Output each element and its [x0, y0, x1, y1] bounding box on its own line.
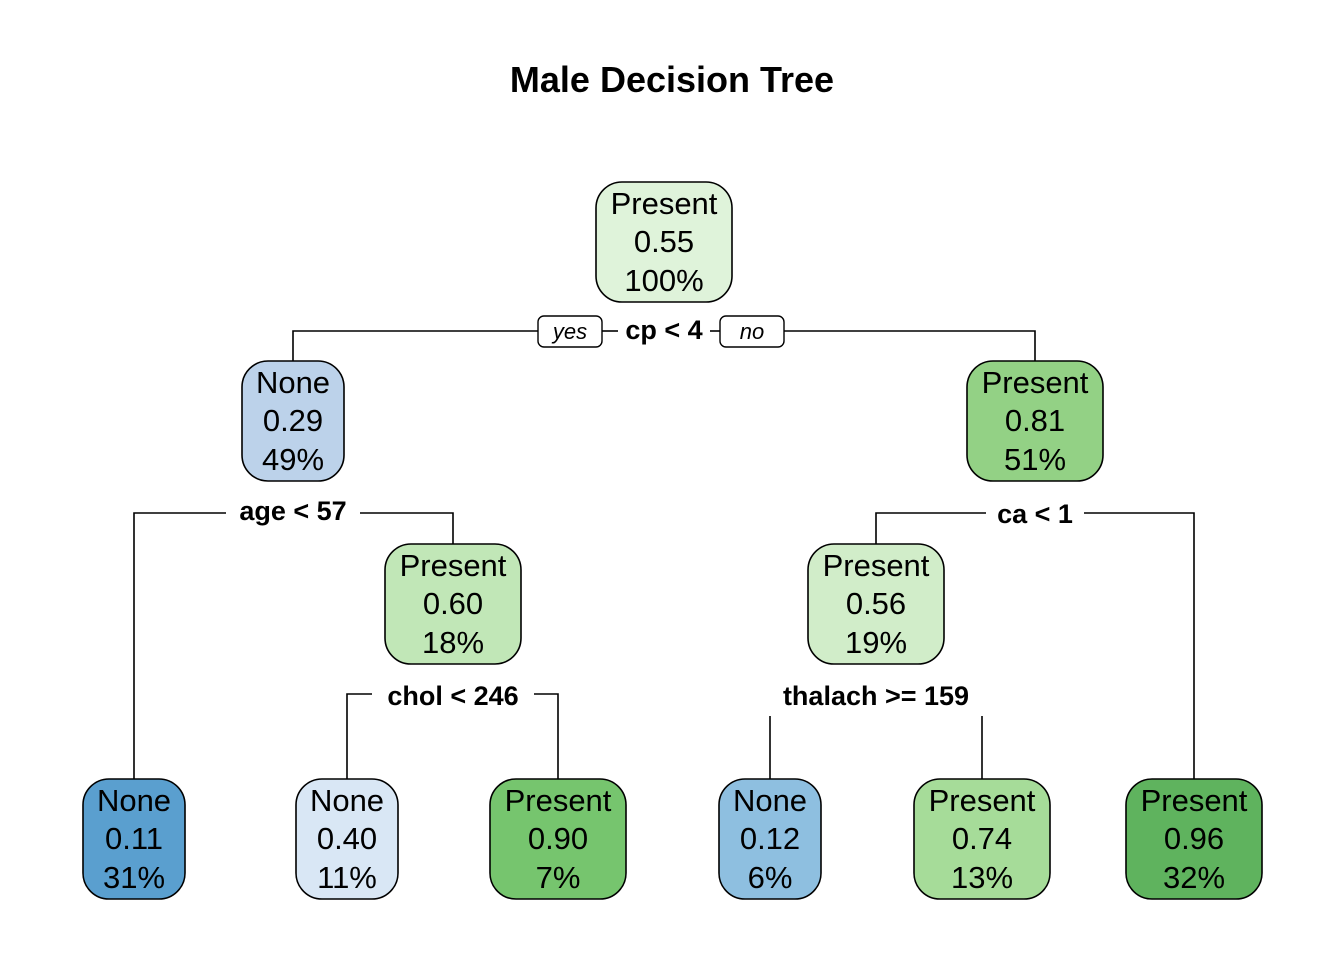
node-box: [718, 778, 822, 900]
node-percentage: 11%: [317, 860, 377, 895]
edge-n3-right: [1084, 512, 1195, 779]
edge-root-no: [778, 330, 1036, 361]
node-percentage: 51%: [1004, 442, 1066, 477]
node-probability: 0.11: [105, 821, 163, 856]
node-percentage: 18%: [422, 625, 484, 660]
node-box: [295, 778, 399, 900]
edge-n5-right: [534, 693, 559, 779]
node-box: [384, 543, 522, 665]
split-label-n3: ca < 1: [997, 499, 1073, 529]
node-probability: 0.40: [317, 821, 377, 856]
node-probability: 0.74: [952, 821, 1012, 856]
edge-n5-left: [346, 693, 372, 779]
node-box: [489, 778, 627, 900]
node-probability: 0.29: [263, 403, 323, 438]
diagram-title: Male Decision Tree: [510, 59, 834, 100]
node-box: [82, 778, 186, 900]
edge-n2-left: [133, 512, 226, 779]
node-class-label: Present: [505, 783, 612, 818]
node-class-label: Present: [400, 548, 507, 583]
node-percentage: 100%: [624, 263, 703, 298]
edge-n3-left: [875, 512, 986, 544]
edge-n2-right: [360, 512, 454, 544]
node-box: [966, 360, 1104, 482]
node-percentage: 19%: [845, 625, 907, 660]
tree-edges: [133, 330, 1195, 779]
tree-nodes: Present0.55100%None0.2949%Present0.8151%…: [82, 181, 1263, 900]
node-probability: 0.81: [1005, 403, 1065, 438]
node-class-label: None: [310, 783, 384, 818]
node-percentage: 6%: [748, 860, 793, 895]
node-class-label: Present: [611, 186, 718, 221]
split-label-n5: chol < 246: [387, 681, 518, 711]
node-percentage: 32%: [1163, 860, 1225, 895]
node-class-label: Present: [823, 548, 930, 583]
split-label-n6: thalach >= 159: [783, 681, 969, 711]
node-percentage: 31%: [103, 860, 165, 895]
node-percentage: 13%: [951, 860, 1013, 895]
node-class-label: None: [256, 365, 330, 400]
node-probability: 0.55: [634, 224, 694, 259]
tree-split-labels: yes no cp < 4 age < 57 ca < 1 chol < 246 thala…: [239, 315, 1073, 711]
svg-text:yes: yes: [551, 319, 587, 344]
node-probability: 0.96: [1164, 821, 1224, 856]
node-box: [241, 360, 345, 482]
split-label-root: cp < 4: [625, 315, 702, 345]
node-box: [913, 778, 1051, 900]
node-class-label: Present: [1141, 783, 1248, 818]
edge-root-yes: [292, 330, 538, 361]
node-probability: 0.12: [740, 821, 800, 856]
svg-text:no: no: [740, 319, 764, 344]
node-probability: 0.60: [423, 586, 483, 621]
node-box: [1125, 778, 1263, 900]
node-class-label: Present: [929, 783, 1036, 818]
node-class-label: Present: [982, 365, 1089, 400]
node-class-label: None: [97, 783, 171, 818]
node-box: [807, 543, 945, 665]
node-box: [595, 181, 733, 303]
node-percentage: 7%: [536, 860, 581, 895]
node-class-label: None: [733, 783, 807, 818]
no-branch-label: no: [719, 315, 785, 348]
split-label-n2: age < 57: [239, 496, 346, 526]
node-probability: 0.90: [528, 821, 588, 856]
node-probability: 0.56: [846, 586, 906, 621]
yes-branch-label: yes: [537, 315, 603, 348]
node-percentage: 49%: [262, 442, 324, 477]
